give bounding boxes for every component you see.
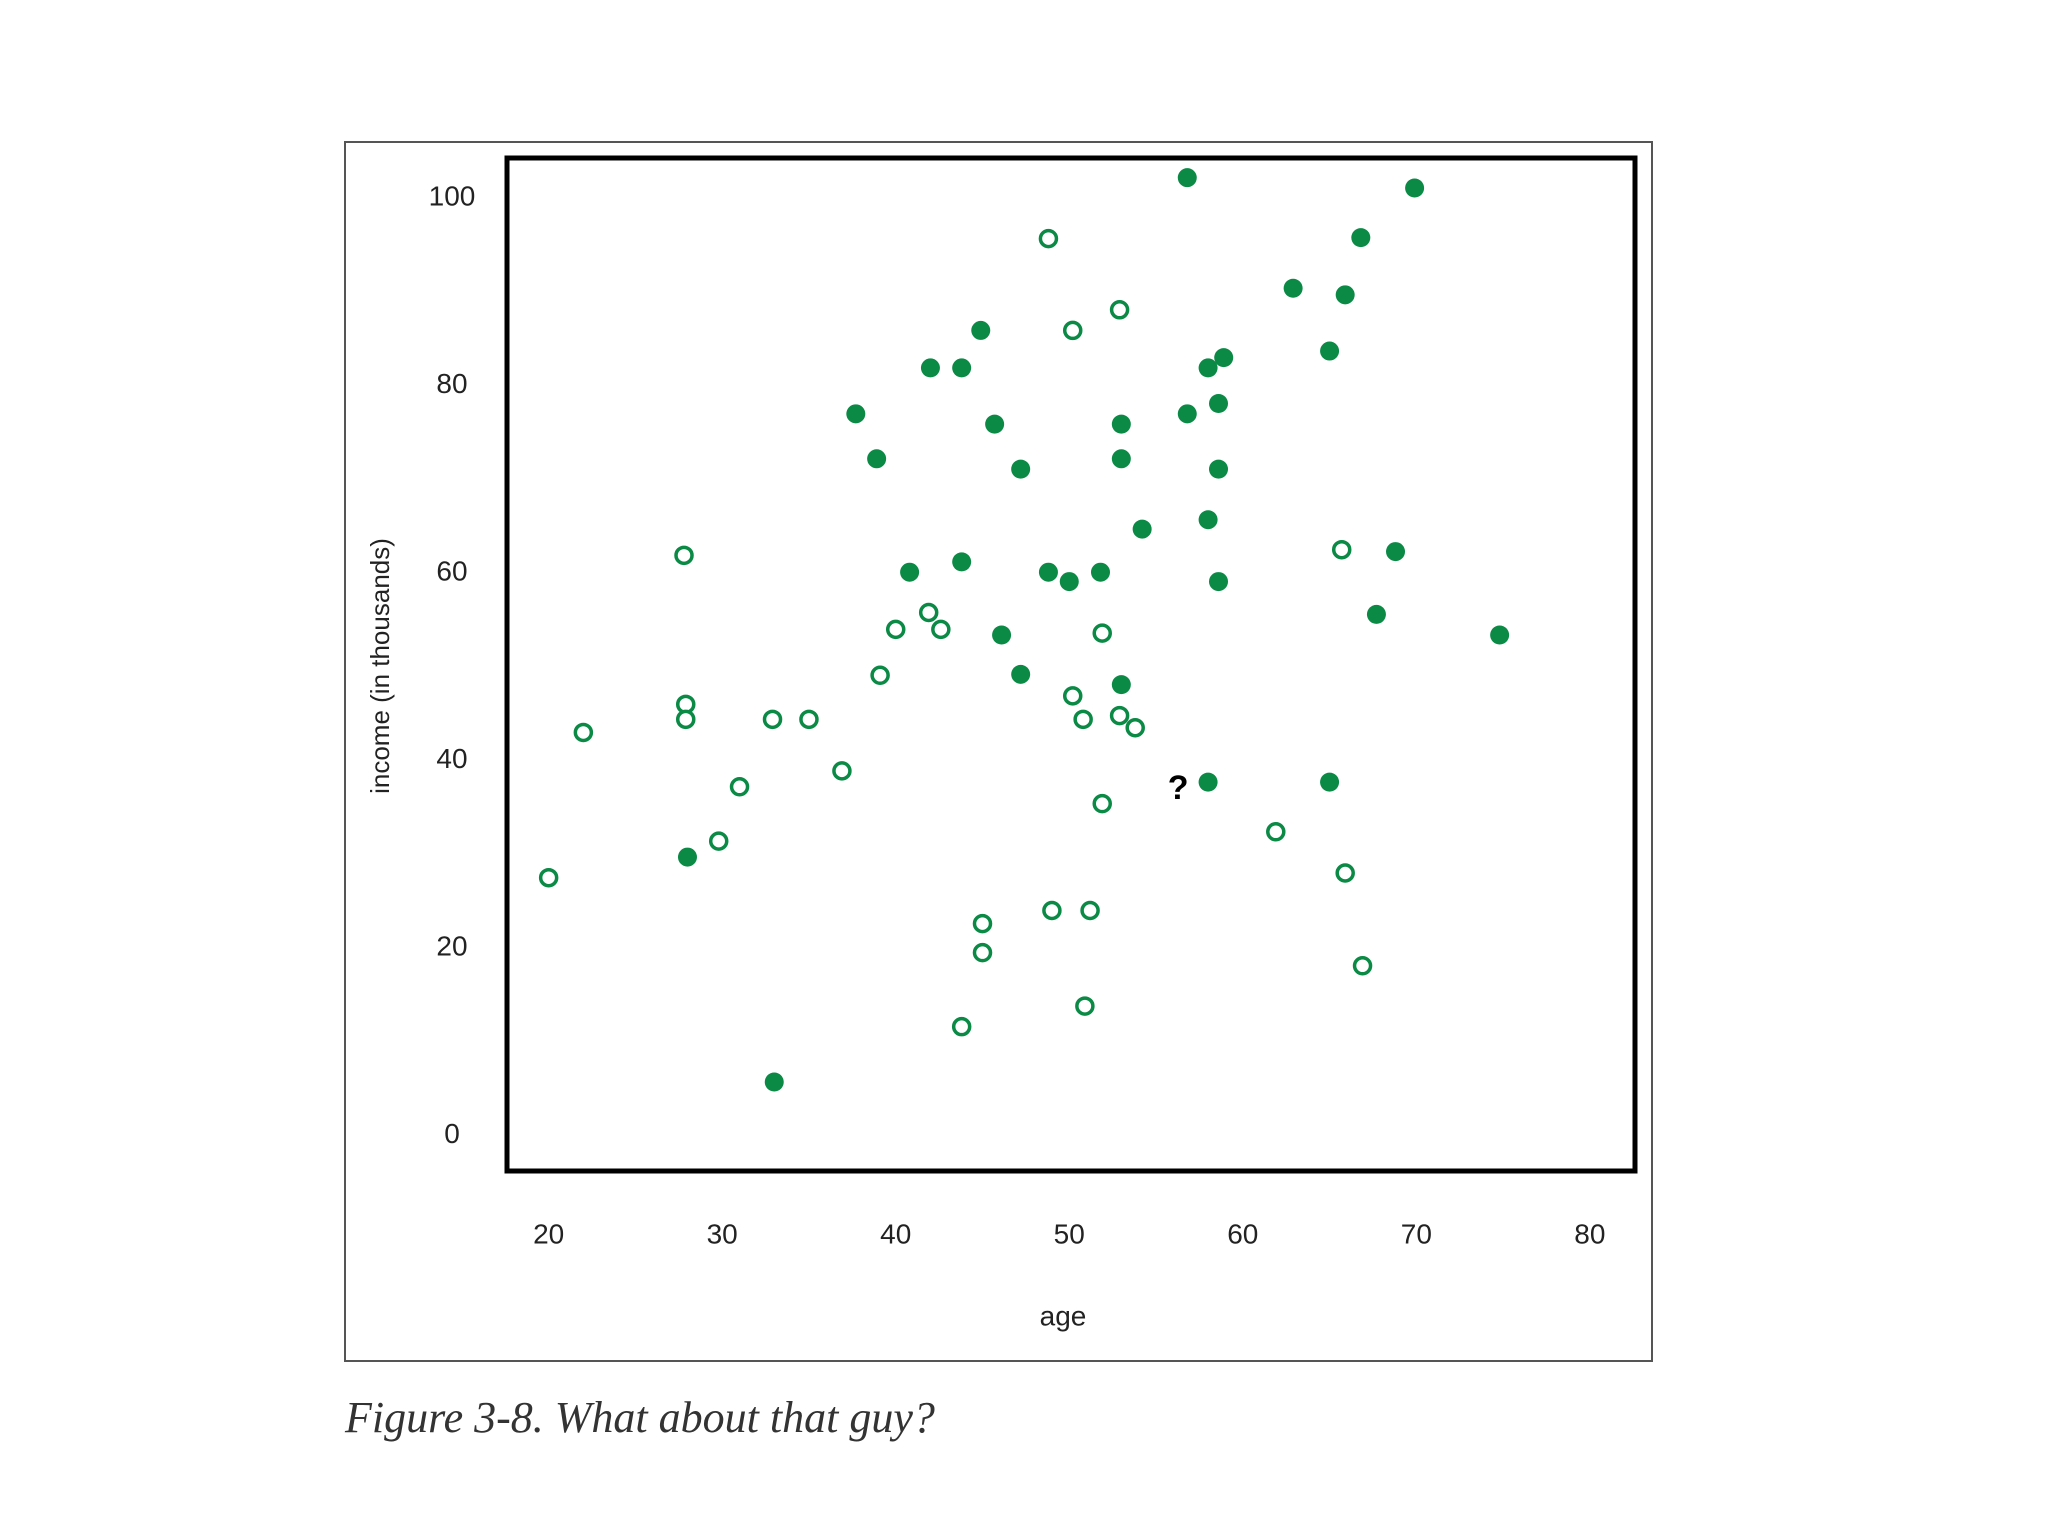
filled-point — [1283, 278, 1303, 298]
filled-point — [1335, 285, 1355, 305]
filled-point — [764, 1072, 784, 1092]
filled-point — [1351, 228, 1371, 248]
filled-point — [1198, 772, 1218, 792]
open-point — [885, 619, 906, 640]
open-point — [1092, 623, 1112, 643]
y-tick-label: 80 — [436, 368, 467, 399]
open-point — [762, 709, 783, 730]
open-point — [870, 665, 890, 686]
x-tick-label: 40 — [880, 1218, 911, 1249]
open-point — [972, 913, 993, 934]
filled-point — [992, 625, 1012, 645]
filled-point — [952, 552, 972, 572]
filled-point — [1214, 348, 1234, 368]
x-tick-label: 50 — [1054, 1218, 1085, 1249]
filled-point — [1011, 459, 1031, 479]
open-point — [675, 709, 696, 730]
filled-point — [971, 320, 991, 340]
x-tick-label: 20 — [533, 1218, 564, 1249]
filled-point — [952, 358, 972, 378]
open-point — [1109, 300, 1130, 320]
y-tick-label: 40 — [436, 743, 467, 774]
open-point — [951, 1016, 972, 1037]
figure-frame — [344, 141, 1653, 1362]
filled-point — [867, 449, 887, 469]
filled-point — [985, 414, 1005, 434]
filled-point — [1177, 404, 1197, 424]
open-point — [972, 942, 993, 963]
open-point — [1075, 996, 1095, 1016]
open-point — [1125, 718, 1145, 738]
filled-point — [1091, 562, 1111, 582]
filled-point — [1320, 772, 1340, 792]
y-tick-label: 100 — [429, 181, 476, 212]
open-point — [538, 867, 559, 888]
filled-point — [1111, 675, 1131, 695]
filled-point — [1011, 664, 1031, 684]
open-point — [799, 709, 819, 730]
filled-point — [1038, 562, 1058, 582]
open-point — [832, 761, 852, 781]
open-point — [918, 602, 939, 623]
open-point — [1062, 686, 1083, 706]
open-point — [1080, 900, 1100, 921]
y-axis-label: income (in thousands) — [365, 538, 395, 794]
filled-point — [1209, 459, 1229, 479]
plot-frame — [504, 155, 1638, 1174]
x-axis-label: age — [1040, 1300, 1087, 1331]
filled-point — [1320, 341, 1340, 361]
x-tick-label: 60 — [1227, 1218, 1258, 1249]
filled-point — [1386, 542, 1406, 562]
y-tick-label: 0 — [444, 1118, 460, 1149]
filled-point — [846, 404, 866, 424]
filled-point — [1209, 394, 1229, 414]
caption: Figure 3-8. What about that guy? — [344, 1393, 935, 1442]
open-point — [1331, 539, 1352, 560]
filled-point — [920, 358, 940, 378]
open-point — [573, 722, 594, 743]
open-point — [729, 777, 750, 797]
filled-point — [900, 562, 920, 582]
open-point — [1062, 320, 1083, 341]
y-tick-label: 60 — [436, 556, 467, 587]
filled-point — [1366, 604, 1386, 624]
filled-point — [1405, 178, 1425, 198]
filled-point — [1111, 414, 1131, 434]
filled-point — [1209, 572, 1229, 592]
filled-point — [1177, 168, 1197, 188]
filled-point — [677, 847, 697, 867]
open-point — [1352, 956, 1373, 976]
filled-point — [1059, 572, 1079, 592]
filled-point — [1111, 449, 1131, 469]
filled-point — [1198, 510, 1218, 530]
filled-point — [1490, 625, 1510, 645]
open-point — [1073, 709, 1093, 730]
open-point — [1092, 793, 1112, 814]
open-point — [1335, 863, 1355, 883]
filled-point — [1198, 358, 1218, 378]
annotation: ? — [1168, 769, 1189, 807]
x-tick-label: 80 — [1574, 1218, 1605, 1249]
open-point — [1109, 705, 1130, 726]
open-point — [1266, 822, 1286, 842]
x-tick-label: 30 — [707, 1218, 738, 1249]
filled-point — [1132, 519, 1152, 539]
open-point — [1038, 228, 1059, 249]
open-point — [708, 831, 729, 851]
y-tick-label: 20 — [436, 930, 467, 961]
open-point — [1042, 900, 1062, 921]
open-point — [674, 545, 694, 566]
x-tick-label: 70 — [1401, 1218, 1432, 1249]
open-point — [931, 619, 951, 640]
